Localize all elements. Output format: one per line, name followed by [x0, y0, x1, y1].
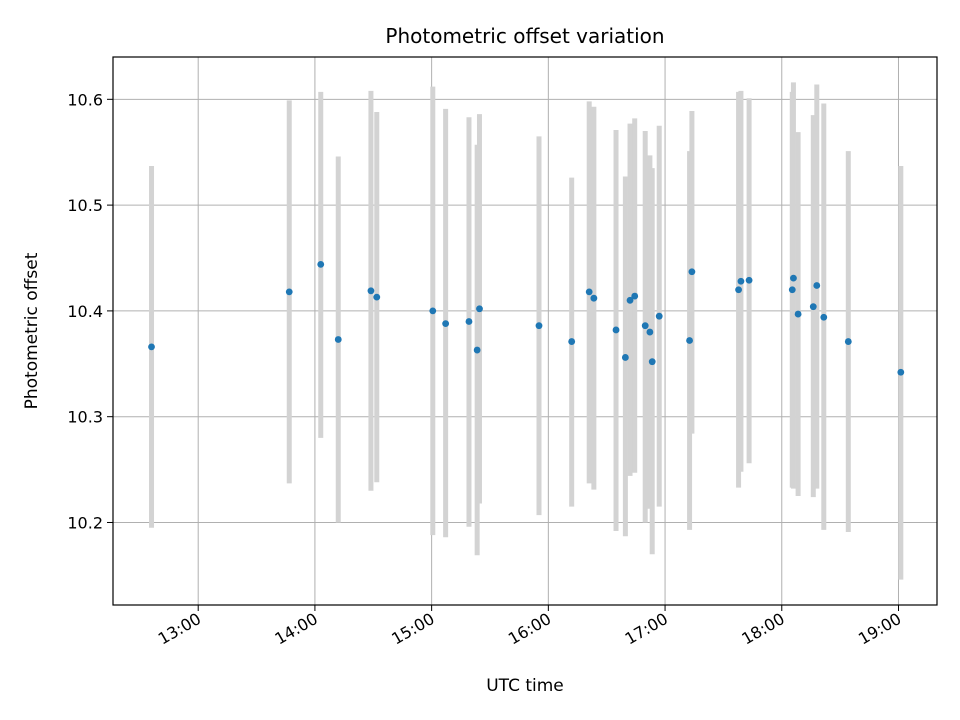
- data-point: [367, 287, 375, 295]
- data-point: [794, 310, 802, 318]
- data-point: [585, 288, 593, 296]
- data-point: [568, 338, 576, 345]
- data-point: [442, 320, 450, 327]
- data-point: [590, 294, 598, 302]
- plot-frame: [112, 56, 938, 606]
- data-point: [621, 354, 629, 361]
- y-axis-label: Photometric offset: [22, 252, 42, 409]
- y-tick-label: 10.5: [67, 196, 103, 215]
- y-tick-label: 10.2: [67, 513, 103, 532]
- data-point: [745, 276, 753, 284]
- data-point: [334, 336, 342, 343]
- data-point: [631, 292, 639, 300]
- plot-area: [112, 56, 938, 606]
- data-point: [476, 305, 483, 313]
- data-point: [648, 358, 656, 366]
- data-point: [429, 307, 437, 315]
- data-point: [612, 326, 620, 334]
- data-point: [686, 337, 693, 344]
- data-point: [465, 318, 473, 325]
- data-point: [641, 322, 649, 330]
- data-point: [688, 268, 696, 276]
- data-point: [148, 343, 155, 351]
- y-axis-ticks: 10.2 10.3 10.4 10.5 10.6: [67, 90, 113, 532]
- chart-title: Photometric offset variation: [385, 24, 664, 48]
- y-tick-label: 10.6: [67, 90, 103, 109]
- y-tick-label: 10.3: [67, 408, 103, 427]
- data-point: [788, 286, 796, 294]
- y-tick-label: 10.4: [67, 302, 103, 321]
- data-point: [813, 282, 821, 289]
- data-points: [148, 260, 905, 376]
- data-point: [646, 328, 654, 336]
- data-point: [844, 338, 852, 345]
- data-point: [897, 368, 905, 376]
- data-point: [737, 277, 745, 285]
- data-point: [626, 296, 634, 304]
- data-point: [809, 303, 817, 311]
- data-point: [285, 288, 293, 296]
- data-point: [735, 286, 742, 294]
- data-point: [790, 274, 797, 282]
- x-axis-label: UTC time: [486, 676, 564, 696]
- data-point: [473, 346, 481, 354]
- data-point: [820, 313, 828, 321]
- data-point: [373, 293, 381, 301]
- data-point: [317, 260, 325, 268]
- data-point: [655, 312, 663, 320]
- data-point: [535, 322, 543, 330]
